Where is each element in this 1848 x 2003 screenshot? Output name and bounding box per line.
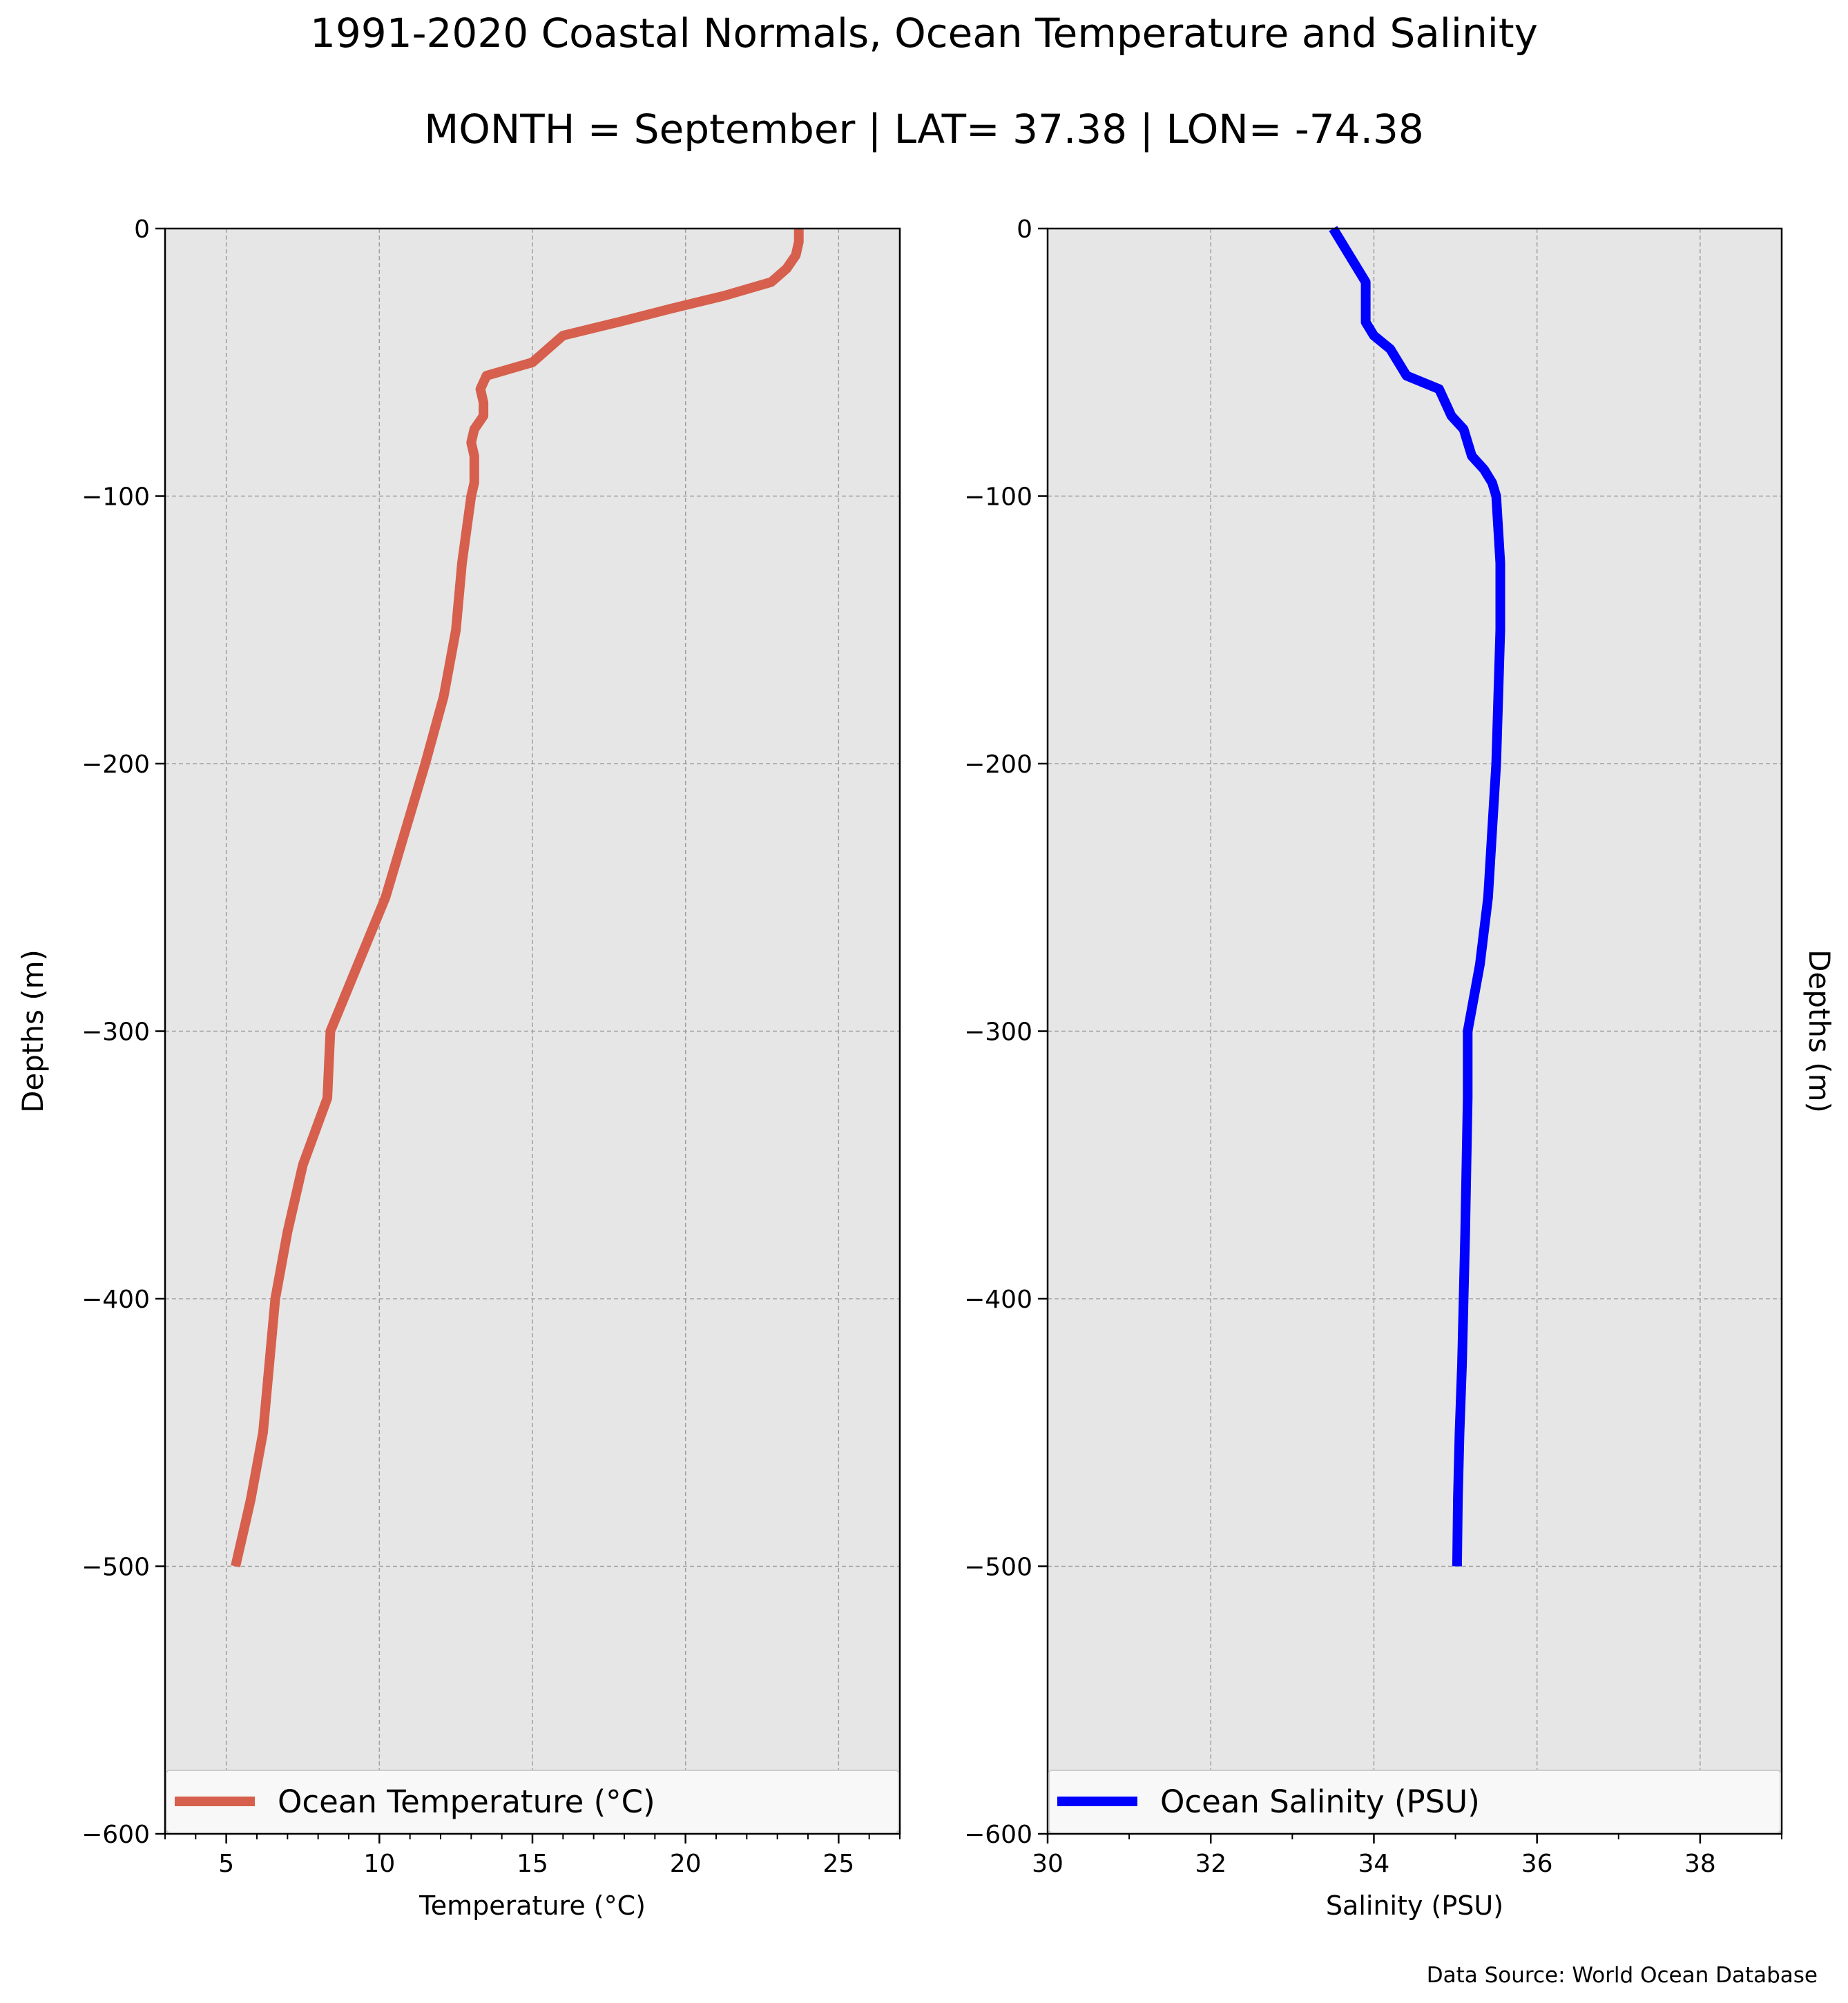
salinity-chart: 30 32 34 36 38 0 −100 −200 −300 −400 −500 −600 Salin…	[964, 215, 1836, 1921]
x-axis-label: Temperature (°C)	[418, 1890, 646, 1921]
data-source-note: Data Source: World Ocean Database	[1426, 1963, 1818, 1988]
y-tick-label: −300	[964, 1018, 1032, 1047]
legend-label: Ocean Temperature (°C)	[278, 1783, 655, 1820]
y-tick-label: −400	[81, 1286, 150, 1314]
y-tick-label: −500	[81, 1554, 150, 1582]
y-tick-label: 0	[1017, 215, 1032, 244]
y-tick-label: −200	[81, 751, 150, 779]
x-tick-label: 5	[218, 1850, 234, 1878]
x-tick-label: 25	[822, 1850, 854, 1878]
x-tick-label: 20	[670, 1850, 702, 1878]
legend-box	[166, 1770, 899, 1833]
y-axis-label: Depths (m)	[16, 949, 50, 1113]
figure-title: 1991-2020 Coastal Normals, Ocean Tempera…	[310, 10, 1538, 57]
x-tick-label: 34	[1358, 1850, 1390, 1878]
x-tick-label: 30	[1032, 1850, 1063, 1878]
x-tick-label: 36	[1521, 1850, 1553, 1878]
x-tick-label: 10	[363, 1850, 395, 1878]
y-tick-label: −100	[964, 483, 1032, 512]
x-axis-label: Salinity (PSU)	[1326, 1890, 1503, 1921]
series-line-salinity	[1329, 226, 1505, 1567]
y-tick-label: −200	[964, 751, 1032, 779]
temperature-chart: 5 10 15 20 25 0 −100 −200 −300 −400 −500 −600 Temper…	[16, 215, 901, 1921]
y-tick-label: −400	[964, 1286, 1032, 1314]
y-tick-label: −300	[81, 1018, 150, 1047]
legend-label: Ocean Salinity (PSU)	[1160, 1783, 1480, 1820]
figure-subtitle: MONTH = September | LAT= 37.38 | LON= -7…	[424, 106, 1424, 153]
x-tick-label: 38	[1684, 1850, 1716, 1878]
x-tick-label: 32	[1195, 1850, 1226, 1878]
legend-box	[1048, 1770, 1781, 1833]
y-tick-label: −600	[81, 1821, 150, 1849]
y-tick-label: −600	[964, 1821, 1032, 1849]
series-line-temperature	[231, 229, 804, 1568]
y-tick-label: −500	[964, 1554, 1032, 1582]
y-tick-label: −100	[81, 483, 150, 512]
y-tick-label: 0	[134, 215, 150, 244]
y-axis-label: Depths (m)	[1802, 949, 1836, 1113]
x-tick-label: 15	[517, 1850, 548, 1878]
